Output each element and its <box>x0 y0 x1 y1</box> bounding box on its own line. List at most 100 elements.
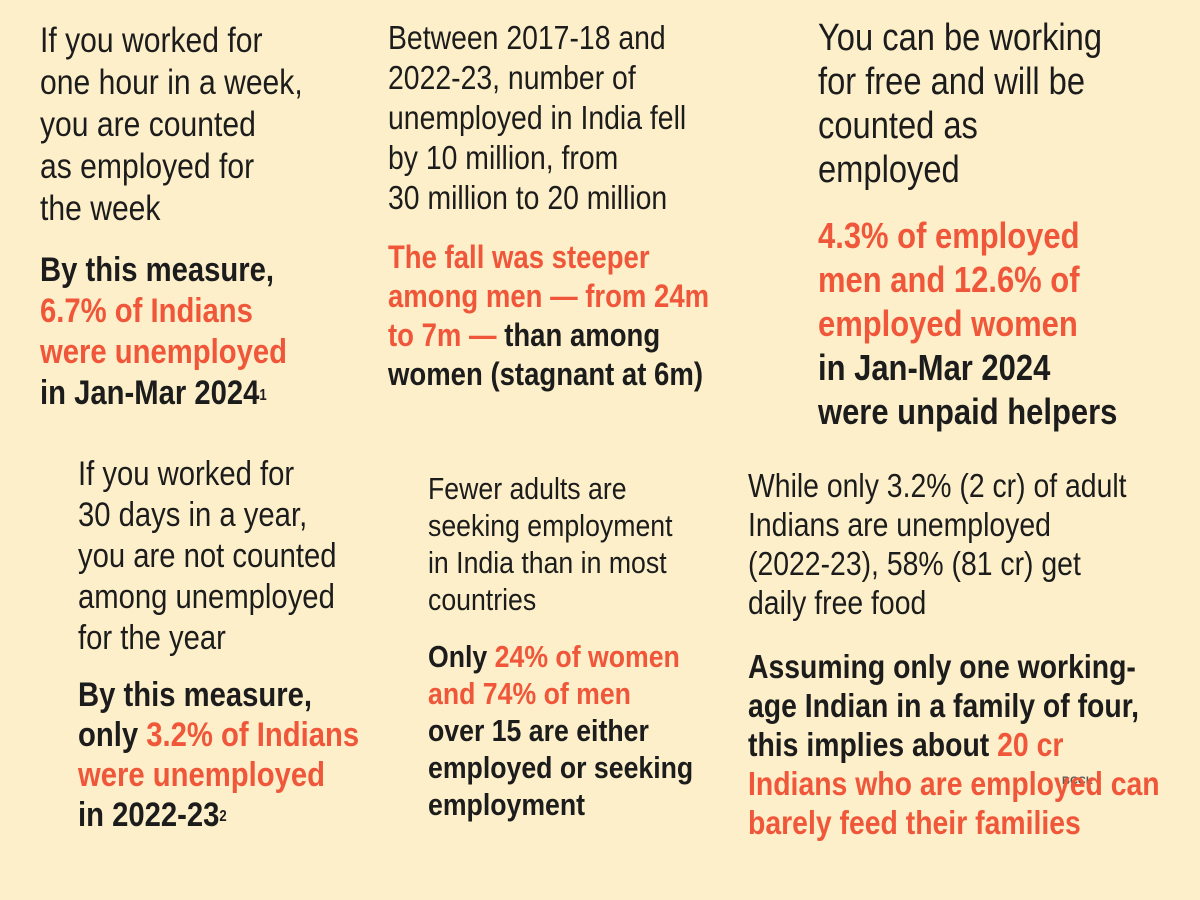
text-line: women (stagnant at 6m) <box>388 355 709 394</box>
text-line: 30 days in a year, <box>78 496 308 534</box>
text-span: men and 12.6% of <box>818 259 1080 300</box>
text-line: Indians are unemployed <box>748 506 1051 543</box>
text-line: you are counted <box>40 105 256 144</box>
text-span: in Jan-Mar 2024 <box>40 374 260 412</box>
text-line: barely feed their families <box>748 803 1160 842</box>
text-line: Only 24% of women <box>428 638 693 675</box>
text-line: 6.7% of Indians <box>40 291 287 332</box>
text-span: 24% of women <box>494 639 680 674</box>
intro-text: If you worked for 30 days in a year, you a… <box>78 454 336 659</box>
text-span: in Jan-Mar 2024 <box>818 347 1051 388</box>
text-line: were unemployed <box>78 755 359 795</box>
footnote-mark: 1 <box>259 386 267 404</box>
text-line: counted as <box>818 105 978 147</box>
text-line: If you worked for <box>78 455 295 493</box>
text-line: only 3.2% of Indians <box>78 715 359 755</box>
text-line: men and 12.6% of <box>818 258 1117 302</box>
text-line: by 10 million, from <box>388 139 619 176</box>
text-span: and 74% of men <box>428 676 631 711</box>
footnote-mark: 2 <box>219 807 227 825</box>
text-span: Indians who are employed can <box>748 765 1160 802</box>
text-line: among unemployed <box>78 578 335 616</box>
text-line: for the year <box>78 619 226 657</box>
text-span: were unemployed <box>40 333 287 371</box>
text-line: daily free food <box>748 584 927 621</box>
text-line: one hour in a week, <box>40 63 303 102</box>
text-span: to 7m — <box>388 317 505 353</box>
text-span: employment <box>428 787 586 822</box>
text-line: over 15 are either <box>428 712 693 749</box>
text-line: countries <box>428 582 537 617</box>
emphasis-text: By this measure, 6.7% of Indians were unem… <box>40 250 287 414</box>
text-span: Only <box>428 639 495 674</box>
text-span: 6.7% of Indians <box>40 292 253 330</box>
text-line: among men — from 24m <box>388 277 709 316</box>
text-line: 30 million to 20 million <box>388 179 668 216</box>
intro-text: Between 2017-18 and 2022-23, number of une… <box>388 18 686 218</box>
text-span: employed or seeking <box>428 750 694 785</box>
text-span: The fall was steeper <box>388 239 650 275</box>
intro-text: While only 3.2% (2 cr) of adult Indians a… <box>748 466 1127 622</box>
text-span: age Indian in a family of four, <box>748 687 1140 724</box>
text-line: as employed for <box>40 147 255 186</box>
text-span: employed women <box>818 303 1078 344</box>
text-span: over 15 are either <box>428 713 649 748</box>
text-line: By this measure, <box>40 250 287 291</box>
text-span: By this measure, <box>40 251 275 289</box>
text-span: women (stagnant at 6m) <box>388 356 703 392</box>
text-span: among men — from 24m <box>388 278 710 314</box>
text-line: (2022-23), 58% (81 cr) get <box>748 545 1081 582</box>
text-line: and 74% of men <box>428 675 693 712</box>
text-line: Assuming only one working- <box>748 647 1160 686</box>
text-line: The fall was steeper <box>388 238 709 277</box>
text-span: barely feed their families <box>748 804 1081 841</box>
text-line: in Jan-Mar 2024 <box>818 346 1117 390</box>
text-line: in 2022-232 <box>78 795 359 835</box>
text-line: were unemployed <box>40 332 287 373</box>
watermark: BCCL <box>1062 775 1093 787</box>
text-line: 2022-23, number of <box>388 59 636 96</box>
emphasis-text: By this measure, only 3.2% of Indians were… <box>78 675 359 835</box>
text-span: than among <box>504 317 661 353</box>
text-line: You can be working <box>818 17 1103 59</box>
text-span: this implies about <box>748 726 998 763</box>
text-line: employed or seeking <box>428 749 693 786</box>
text-line: this implies about 20 cr <box>748 725 1160 764</box>
text-line: employed <box>818 149 960 191</box>
text-line: were unpaid helpers <box>818 390 1117 434</box>
text-line: age Indian in a family of four, <box>748 686 1160 725</box>
text-line: By this measure, <box>78 675 359 715</box>
text-line: you are not counted <box>78 537 337 575</box>
intro-text: Fewer adults are seeking employment in Ind… <box>428 470 673 618</box>
text-line: the week <box>40 189 161 228</box>
text-span: 3.2% of Indians <box>146 716 360 754</box>
text-span: By this measure, <box>78 676 313 714</box>
text-line: unemployed in India fell <box>388 99 687 136</box>
emphasis-text: Assuming only one working-age Indian in … <box>748 647 1160 842</box>
text-line: employment <box>428 786 693 823</box>
text-span: in 2022-23 <box>78 796 220 834</box>
text-line: If you worked for <box>40 21 263 60</box>
text-span: were unemployed <box>78 756 325 794</box>
text-span: were unpaid helpers <box>818 391 1118 432</box>
text-line: seeking employment <box>428 508 673 543</box>
text-line: to 7m — than among <box>388 316 709 355</box>
emphasis-text: Only 24% of women and 74% of men over 15 a… <box>428 638 693 823</box>
intro-text: If you worked for one hour in a week, you … <box>40 20 303 230</box>
text-line: for free and will be <box>818 61 1086 103</box>
text-line: in India than in most <box>428 545 667 580</box>
text-line: employed women <box>818 302 1117 346</box>
text-line: Indians who are employed can <box>748 764 1160 803</box>
text-line: While only 3.2% (2 cr) of adult <box>748 467 1127 504</box>
text-line: Between 2017-18 and <box>388 19 666 56</box>
text-span: only <box>78 716 147 754</box>
emphasis-text: 4.3% of employed men and 12.6% of employed… <box>818 214 1117 434</box>
text-line: in Jan-Mar 20241 <box>40 373 287 414</box>
text-span: 4.3% of employed <box>818 215 1080 256</box>
emphasis-text: The fall was steeper among men — from 24m… <box>388 238 709 394</box>
text-span: 20 cr <box>997 726 1064 763</box>
text-line: Fewer adults are <box>428 471 627 506</box>
text-span: Assuming only one working- <box>748 648 1136 685</box>
intro-text: You can be working for free and will be co… <box>818 16 1102 192</box>
